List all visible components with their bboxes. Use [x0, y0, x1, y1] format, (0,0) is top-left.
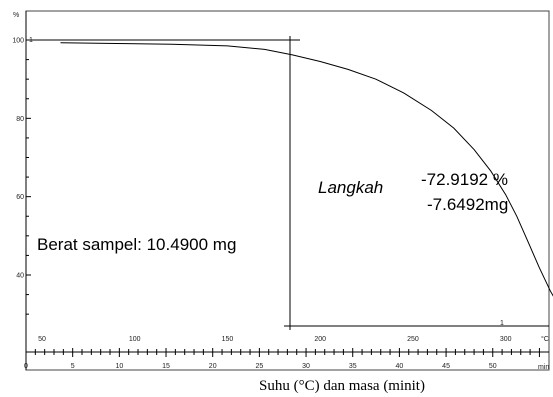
y-tick-label: 60 — [16, 194, 24, 201]
time-tick-label: 45 — [442, 363, 450, 370]
temperature-tick-label: 150 — [222, 336, 234, 343]
y-unit-label: % — [13, 12, 19, 19]
y-tick-label: 80 — [16, 116, 24, 123]
time-tick-label: 50 — [489, 363, 497, 370]
time-tick-label: 35 — [349, 363, 357, 370]
time-tick-label: 10 — [115, 363, 123, 370]
time-tick-label: 0 — [24, 363, 28, 370]
time-tick-label: 30 — [302, 363, 310, 370]
temperature-tick-label: 100 — [129, 336, 141, 343]
x-axis-label: Suhu (°C) dan masa (minit) — [259, 378, 425, 394]
time-tick-label: 5 — [71, 363, 75, 370]
time-unit-label: min — [538, 364, 549, 371]
sample-weight-label: Berat sampel: 10.4900 mg — [37, 235, 236, 254]
step-percent: -72.9192 % — [421, 170, 508, 189]
temperature-tick-label: 200 — [314, 336, 326, 343]
temperature-tick-label: 50 — [38, 336, 46, 343]
time-tick-label: 15 — [162, 363, 170, 370]
time-tick-labels: 0 5 10 15 20 25 30 35 40 45 50 — [24, 363, 497, 370]
temperature-unit-label: °C — [541, 335, 549, 343]
time-tick-label: 20 — [209, 363, 217, 370]
y-ticks: 100 80 60 40 — [12, 38, 31, 315]
temperature-tick-label: 250 — [407, 336, 419, 343]
step-mass: -7.6492mg — [427, 195, 508, 214]
chart-frame — [25, 10, 550, 371]
time-minor-ticks — [25, 348, 540, 357]
time-tick-label: 25 — [255, 363, 263, 370]
temperature-tick-labels: 50100150200250300350400450500550 — [38, 336, 512, 343]
time-tick-label: 40 — [396, 363, 404, 370]
end-marker: 1 — [500, 320, 504, 327]
step-label: Langkah — [318, 178, 383, 197]
y-tick-label: 100 — [12, 38, 24, 45]
series-line — [60, 42, 553, 297]
y-tick-label: 40 — [16, 273, 24, 280]
start-marker: 1 — [29, 37, 33, 44]
temperature-tick-label: 300 — [500, 336, 512, 343]
